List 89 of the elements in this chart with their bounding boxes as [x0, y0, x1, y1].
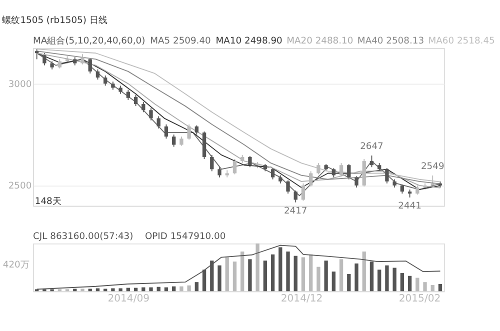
annotation: 2549	[420, 161, 444, 172]
text: MA40 2508.13	[357, 35, 424, 46]
candlestick	[354, 176, 358, 188]
bar	[286, 252, 290, 292]
candlestick	[286, 180, 290, 194]
annotation: 2647	[360, 141, 384, 152]
bar	[362, 252, 366, 292]
bar	[416, 278, 420, 292]
chart-title: 螺纹1505 (rb1505) 日线	[2, 14, 108, 26]
candlestick	[142, 102, 146, 113]
bar	[423, 282, 427, 292]
bar	[408, 276, 412, 292]
candlestick	[210, 154, 214, 172]
bar	[270, 254, 275, 292]
candlestick	[248, 155, 252, 168]
candlestick	[309, 170, 313, 187]
annotation: 2417	[284, 205, 308, 216]
annotation: 2441	[398, 200, 422, 212]
bar	[248, 259, 252, 292]
bar	[309, 254, 313, 292]
bar	[218, 265, 222, 292]
candlestick	[35, 48, 39, 60]
text: 420万	[2, 260, 30, 271]
candlestick	[347, 164, 351, 180]
text: CJL 863160.00(57:43)	[33, 230, 134, 242]
bar	[149, 287, 153, 292]
x-tick-label: 2015/02	[398, 294, 441, 305]
bar	[187, 285, 191, 292]
candlestick	[194, 124, 199, 136]
bar	[111, 288, 115, 292]
candlestick	[126, 89, 130, 100]
bar	[438, 284, 442, 292]
y-tick-label: 3000	[8, 78, 32, 90]
annotation: 148天	[34, 196, 62, 207]
candlestick	[88, 58, 92, 74]
bar	[240, 252, 244, 292]
candlestick	[187, 124, 191, 140]
text: OPID 1547910.00	[144, 230, 226, 242]
candlestick	[416, 185, 420, 196]
bar	[180, 286, 184, 292]
candlestick	[104, 75, 108, 86]
candlestick	[218, 166, 222, 178]
candlestick	[294, 190, 298, 203]
candlestick	[370, 155, 374, 168]
candlestick	[180, 136, 184, 146]
bar	[354, 263, 358, 292]
bar	[263, 260, 268, 292]
bar	[332, 272, 336, 292]
y-tick-label: 2500	[8, 180, 32, 192]
candlestick	[96, 68, 100, 80]
candlestick	[339, 162, 344, 177]
bar	[339, 259, 344, 292]
candlestick	[385, 168, 389, 184]
text: MA20 2488.10	[286, 35, 354, 46]
x-tick-label: 2014/09	[108, 294, 150, 305]
bar	[172, 286, 176, 292]
bar	[392, 268, 396, 292]
candlestick	[149, 108, 153, 121]
bar	[301, 257, 306, 292]
bar	[347, 274, 351, 292]
bar	[324, 260, 328, 292]
candlestick	[172, 134, 176, 148]
candlestick	[156, 116, 160, 129]
candlestick	[80, 54, 84, 65]
bar	[378, 270, 382, 292]
bar	[256, 243, 260, 292]
bar	[194, 282, 199, 292]
bar	[232, 262, 237, 292]
bar	[118, 288, 122, 292]
candlestick	[301, 182, 306, 202]
text: MA5 2509.40	[150, 35, 212, 46]
text: MA組合(5,10,20,40,60,0)	[33, 35, 146, 46]
candlestick	[164, 124, 168, 140]
x-tick-label: 2014/12	[280, 294, 323, 305]
text: MA60 2518.45	[428, 35, 496, 46]
candlestick	[58, 58, 62, 69]
candlestick	[42, 52, 46, 66]
bar	[294, 256, 298, 292]
bar	[316, 266, 320, 292]
text: MA10 2498.90	[216, 35, 283, 46]
bar	[430, 284, 434, 292]
candlestick	[332, 168, 336, 178]
candlestick	[316, 162, 320, 175]
bar	[400, 273, 404, 292]
bar	[225, 257, 229, 292]
candlestick	[232, 158, 237, 175]
bar	[385, 265, 389, 292]
bar	[80, 288, 84, 292]
candlestick	[134, 94, 138, 107]
